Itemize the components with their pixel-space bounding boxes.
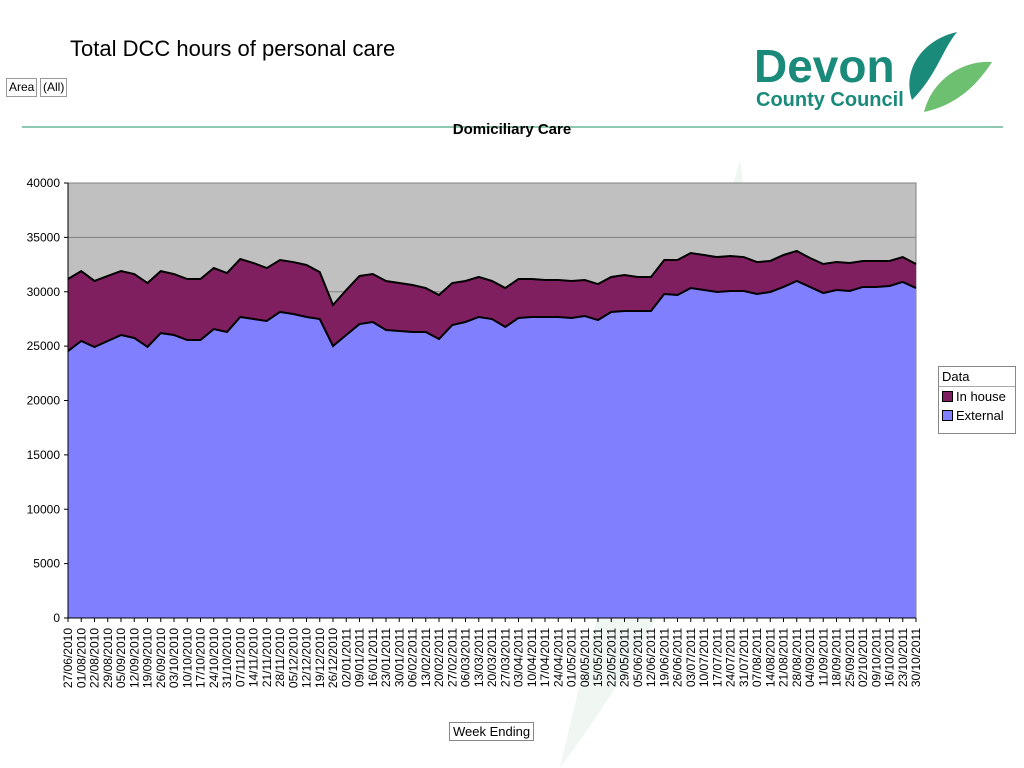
x-tick-label: 24/07/2011	[724, 628, 738, 687]
legend-swatch	[942, 410, 953, 421]
x-tick-label: 05/06/2011	[631, 628, 645, 687]
x-tick-label: 19/06/2011	[657, 628, 671, 687]
area-filter-dropdown[interactable]: (All)	[40, 78, 68, 97]
x-tick-label: 14/08/2011	[763, 628, 777, 687]
x-tick-label: 23/01/2011	[379, 628, 393, 687]
x-tick-label: 08/05/2011	[578, 628, 592, 687]
x-tick-label: 17/04/2011	[538, 628, 552, 687]
x-tick-label: 20/03/2011	[485, 628, 499, 687]
x-tick-label: 12/12/2010	[300, 628, 314, 688]
legend-label: External	[956, 408, 1004, 423]
y-tick-label: 25000	[27, 339, 61, 353]
leaf-icon	[924, 61, 992, 112]
x-tick-label: 30/10/2011	[909, 628, 923, 687]
x-tick-label: 01/05/2011	[565, 628, 579, 687]
y-tick-label: 0	[53, 611, 60, 625]
y-tick-label: 35000	[27, 230, 61, 244]
x-tick-label: 05/09/2010	[114, 628, 128, 688]
x-axis-title: Week Ending	[449, 722, 535, 741]
logo-devon-text: Devon	[754, 40, 895, 92]
x-tick-label: 12/06/2011	[644, 628, 658, 687]
x-tick-label: 17/07/2011	[710, 628, 724, 687]
x-tick-label: 07/11/2010	[233, 628, 247, 687]
x-tick-label: 21/08/2011	[777, 628, 791, 687]
x-tick-label: 25/09/2011	[843, 628, 857, 687]
x-tick-label: 26/09/2010	[154, 628, 168, 688]
x-tick-label: 26/12/2010	[326, 628, 340, 688]
x-tick-label: 02/01/2011	[339, 628, 353, 687]
x-tick-label: 29/08/2010	[101, 628, 115, 688]
x-tick-label: 31/10/2010	[220, 628, 234, 688]
x-tick-label: 07/08/2011	[750, 628, 764, 687]
x-tick-label: 13/03/2011	[472, 628, 486, 687]
x-tick-label: 03/07/2011	[684, 628, 698, 687]
y-tick-label: 5000	[33, 557, 60, 571]
x-tick-label: 31/07/2011	[737, 628, 751, 687]
x-tick-label: 10/10/2010	[180, 628, 194, 688]
legend-label: In house	[956, 389, 1006, 404]
series-area-external	[68, 280, 916, 618]
x-tick-label: 10/04/2011	[525, 628, 539, 687]
x-tick-label: 19/09/2010	[141, 628, 155, 688]
x-tick-label: 01/08/2010	[74, 628, 88, 688]
x-tick-label: 21/11/2010	[260, 628, 274, 687]
y-tick-label: 40000	[27, 176, 61, 190]
x-tick-label: 02/10/2011	[856, 628, 870, 687]
x-tick-label: 03/10/2010	[167, 628, 181, 688]
chart-title: Domiciliary Care	[452, 121, 572, 138]
x-tick-label: 19/12/2010	[313, 628, 327, 688]
x-tick-label: 26/06/2011	[671, 628, 685, 687]
legend-item-in-house: In house	[939, 387, 1015, 406]
legend-title: Data	[939, 367, 1015, 387]
x-tick-label: 29/05/2011	[618, 628, 632, 687]
x-tick-label: 10/07/2011	[697, 628, 711, 687]
x-tick-label: 27/02/2011	[445, 628, 459, 687]
x-tick-label: 28/11/2010	[273, 628, 287, 687]
x-tick-label: 30/01/2011	[392, 628, 406, 687]
header-divider	[22, 126, 1003, 128]
legend-swatch	[942, 391, 953, 402]
x-tick-label: 13/02/2011	[419, 628, 433, 687]
x-tick-label: 09/01/2011	[353, 628, 367, 687]
series-line-external	[67, 279, 917, 352]
x-tick-label: 23/10/2011	[896, 628, 910, 687]
x-tick-label: 06/03/2011	[459, 628, 473, 687]
x-tick-label: 20/02/2011	[432, 628, 446, 687]
x-tick-label: 06/02/2011	[406, 628, 420, 687]
x-tick-label: 05/12/2010	[286, 628, 300, 688]
x-tick-label: 09/10/2011	[869, 628, 883, 687]
x-tick-label: 27/06/2010	[61, 628, 75, 688]
x-tick-label: 22/05/2011	[604, 628, 618, 687]
series-area-in-house	[68, 250, 916, 352]
x-tick-label: 22/08/2010	[88, 628, 102, 688]
y-tick-label: 20000	[27, 394, 61, 408]
x-tick-label: 17/10/2010	[194, 628, 208, 688]
legend-item-external: External	[939, 406, 1015, 425]
y-tick-label: 15000	[27, 448, 61, 462]
page-title: Total DCC hours of personal care	[70, 36, 396, 61]
logo-council-text: County Council	[756, 89, 904, 111]
x-tick-label: 16/01/2011	[366, 628, 380, 687]
x-tick-label: 14/11/2010	[247, 628, 261, 687]
x-tick-label: 04/09/2011	[803, 628, 817, 687]
series-line-in-house	[67, 249, 917, 307]
y-tick-label: 30000	[27, 285, 61, 299]
devon-county-council-logo: Devon County Council	[754, 32, 992, 112]
x-tick-label: 12/09/2010	[127, 628, 141, 688]
x-tick-label: 11/09/2011	[816, 628, 830, 687]
leaf-icon	[909, 32, 957, 100]
x-tick-label: 03/04/2011	[512, 628, 526, 687]
legend: Data In house External	[938, 366, 1016, 434]
x-tick-label: 28/08/2011	[790, 628, 804, 687]
x-tick-label: 24/04/2011	[551, 628, 565, 687]
x-tick-label: 27/03/2011	[498, 628, 512, 687]
x-tick-label: 16/10/2011	[883, 628, 897, 687]
x-tick-label: 15/05/2011	[591, 628, 605, 687]
x-tick-label: 18/09/2011	[830, 628, 844, 687]
y-tick-label: 10000	[27, 502, 61, 516]
x-tick-label: 24/10/2010	[207, 628, 221, 688]
area-filter-label: Area	[6, 78, 38, 97]
